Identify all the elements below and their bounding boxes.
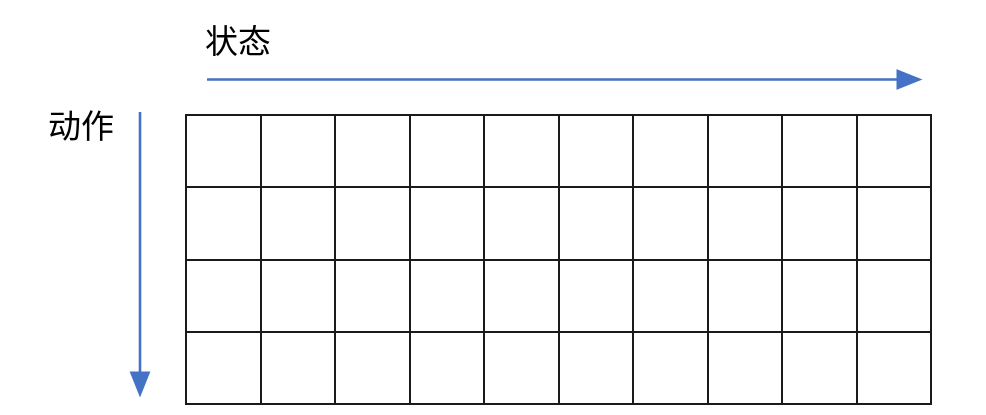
- grid-cell[interactable]: [706, 330, 783, 406]
- grid-cell[interactable]: [781, 113, 858, 189]
- grid-cell[interactable]: [557, 258, 634, 333]
- grid-body: [185, 113, 932, 406]
- grid-cell[interactable]: [632, 330, 709, 406]
- grid-cell[interactable]: [259, 186, 336, 261]
- grid-cell[interactable]: [408, 186, 485, 261]
- grid-cell[interactable]: [632, 258, 709, 333]
- grid-cell[interactable]: [483, 258, 560, 333]
- grid-cell[interactable]: [185, 113, 262, 189]
- grid-cell[interactable]: [855, 113, 932, 189]
- grid-cell[interactable]: [259, 330, 336, 406]
- grid-cell[interactable]: [632, 113, 709, 189]
- grid-cell[interactable]: [259, 113, 336, 189]
- grid-cell[interactable]: [334, 258, 411, 333]
- grid-cell[interactable]: [557, 113, 634, 189]
- grid-cell[interactable]: [781, 186, 858, 261]
- state-action-grid: [185, 113, 932, 406]
- grid-cell[interactable]: [557, 186, 634, 261]
- grid-cell[interactable]: [483, 330, 560, 406]
- action-axis-label: 动作: [48, 110, 114, 146]
- grid-cell[interactable]: [185, 330, 262, 406]
- grid-cell[interactable]: [483, 113, 560, 189]
- grid-cell[interactable]: [408, 258, 485, 333]
- grid-table: [185, 113, 932, 406]
- grid-cell[interactable]: [632, 186, 709, 261]
- grid-row: [185, 258, 932, 333]
- grid-cell[interactable]: [855, 258, 932, 333]
- grid-cell[interactable]: [706, 258, 783, 333]
- grid-cell[interactable]: [185, 258, 262, 333]
- grid-cell[interactable]: [706, 186, 783, 261]
- grid-cell[interactable]: [408, 113, 485, 189]
- state-axis-label: 状态: [205, 25, 271, 61]
- grid-cell[interactable]: [334, 186, 411, 261]
- grid-cell[interactable]: [781, 330, 858, 406]
- grid-cell[interactable]: [334, 330, 411, 406]
- grid-cell[interactable]: [781, 258, 858, 333]
- grid-cell[interactable]: [408, 330, 485, 406]
- grid-row: [185, 113, 932, 189]
- grid-cell[interactable]: [334, 113, 411, 189]
- grid-cell[interactable]: [855, 186, 932, 261]
- grid-cell[interactable]: [259, 258, 336, 333]
- grid-cell[interactable]: [557, 330, 634, 406]
- grid-row: [185, 330, 932, 406]
- grid-cell[interactable]: [185, 186, 262, 261]
- grid-row: [185, 186, 932, 261]
- grid-cell[interactable]: [855, 330, 932, 406]
- grid-cell[interactable]: [706, 113, 783, 189]
- grid-cell[interactable]: [483, 186, 560, 261]
